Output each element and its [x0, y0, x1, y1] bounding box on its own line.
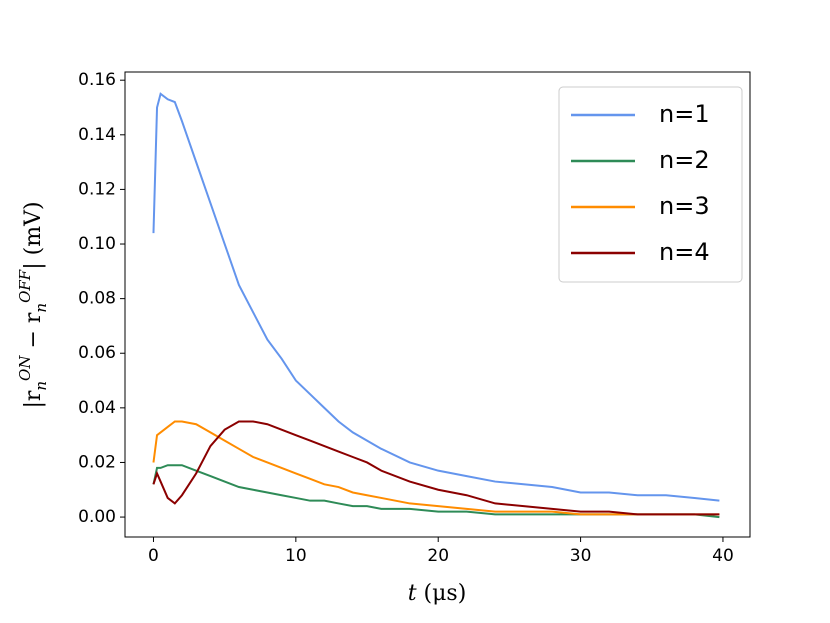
x-tick-label: 0: [148, 546, 159, 566]
legend-label: n=2: [659, 146, 710, 174]
legend-label: n=4: [659, 238, 710, 266]
x-tick-label: 20: [427, 546, 449, 566]
legend: n=1 n=2 n=3 n=4: [558, 86, 743, 283]
y-tick-label: 0.04: [78, 398, 116, 418]
y-tick-label: 0.06: [78, 343, 116, 363]
y-tick-label: 0.14: [78, 125, 116, 145]
x-tick-label: 40: [712, 546, 734, 566]
y-tick-label: 0.16: [78, 70, 116, 90]
legend-label: n=3: [659, 192, 710, 220]
legend-frame: [558, 86, 743, 283]
series-line: [152, 420, 720, 516]
y-tick-label: 0.08: [78, 289, 116, 309]
x-tick-label: 30: [570, 546, 592, 566]
plot-frame: [124, 71, 751, 538]
y-tick-label: 0.02: [78, 452, 116, 472]
y-axis-label: |rnON − rnOFF| (mV): [16, 201, 50, 408]
y-tick-label: 0.00: [78, 507, 116, 527]
y-tick-label: 0.12: [78, 179, 116, 199]
x-tick-label: 10: [285, 546, 307, 566]
series-line: [152, 464, 720, 519]
legend-label: n=1: [659, 100, 710, 128]
y-tick-label: 0.10: [78, 234, 116, 254]
series-line: [152, 92, 720, 502]
x-axis-label: t (μs): [408, 581, 467, 606]
series-line: [152, 420, 720, 516]
